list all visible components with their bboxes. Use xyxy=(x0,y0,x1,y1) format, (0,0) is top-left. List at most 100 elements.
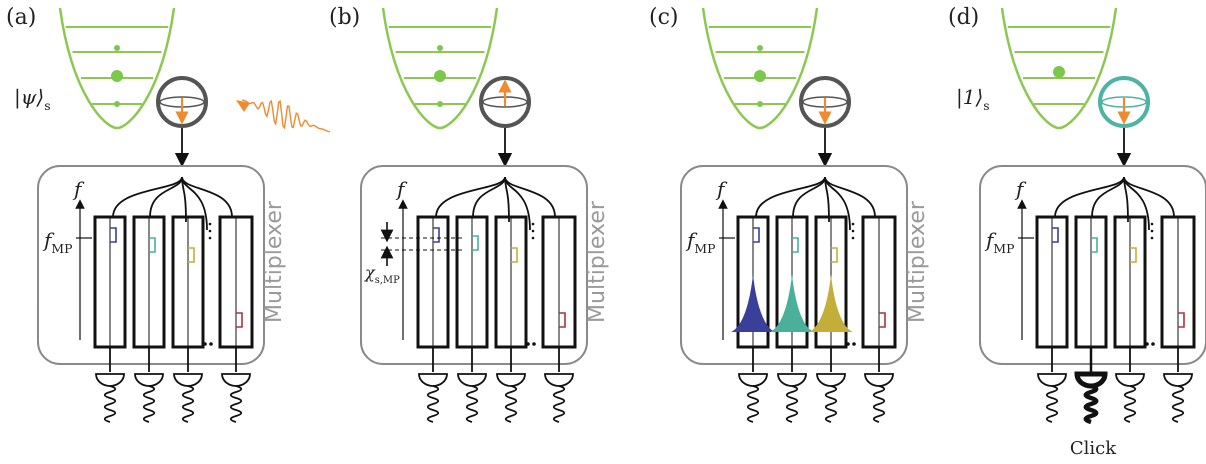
frequency-axis-label: f xyxy=(72,177,85,201)
output-wire xyxy=(1123,385,1137,423)
fanout-lines xyxy=(1054,176,1175,240)
resonance-notch xyxy=(559,312,566,328)
output-wire xyxy=(746,385,760,423)
resonance-notch xyxy=(753,227,760,243)
output-wire xyxy=(872,385,886,423)
chi-label-sub: s,MP xyxy=(375,275,400,286)
ellipsis-dot xyxy=(203,342,207,346)
population-dot xyxy=(114,101,120,107)
population-dot xyxy=(111,70,123,82)
resonator-3 xyxy=(1113,215,1147,349)
resonance-notch xyxy=(792,237,799,253)
output-wire xyxy=(552,385,566,423)
ellipsis-dot xyxy=(526,342,530,346)
fanout-line xyxy=(792,176,826,218)
ellipsis-dot xyxy=(208,229,212,233)
frequency-axis-label: f xyxy=(1014,177,1027,201)
output-wire xyxy=(504,385,518,423)
output-wire xyxy=(1171,385,1185,423)
resonator-4 xyxy=(541,215,577,349)
fanout-lines xyxy=(112,176,233,240)
multiplexer-box xyxy=(37,165,265,365)
detector-icon xyxy=(738,373,768,387)
panel-label: (d) xyxy=(948,5,979,30)
frequency-axis-label: f xyxy=(715,177,728,201)
fanout-line xyxy=(824,176,876,218)
resonator-2 xyxy=(132,215,166,349)
panel-1: (a) |ψ⟩s Multiplexer f fMP xyxy=(6,5,331,423)
detector-icon xyxy=(95,373,125,387)
chi-label: χs,MP xyxy=(364,263,400,286)
fanout-line xyxy=(755,176,826,218)
fanout-line xyxy=(1091,176,1125,218)
oscillator-potential xyxy=(381,7,499,130)
resonator-1 xyxy=(416,215,450,349)
detector-1 xyxy=(738,347,768,423)
microwave-pulse xyxy=(241,99,331,133)
oscillator-potential xyxy=(1000,7,1118,130)
output-wire xyxy=(229,385,243,423)
output-wire xyxy=(824,385,838,423)
detector-3 xyxy=(496,347,526,423)
detector-4 xyxy=(221,347,251,423)
detector-icon xyxy=(496,373,526,387)
resonator-4 xyxy=(218,215,254,349)
output-wire xyxy=(785,385,799,423)
ellipsis-dot xyxy=(851,222,855,226)
ellipsis-dot xyxy=(532,342,536,346)
ellipsis-dot xyxy=(531,229,535,233)
detector-icon xyxy=(1037,373,1067,387)
detector-2 xyxy=(134,347,164,423)
potential-curve xyxy=(58,7,176,130)
panel-label: (a) xyxy=(6,5,36,30)
multiplexer-box xyxy=(360,165,588,365)
resonance-notch xyxy=(1130,247,1137,263)
resonator-1 xyxy=(1035,215,1069,349)
fanout-line xyxy=(435,176,506,218)
resonator-2 xyxy=(1074,215,1108,349)
resonance-notch xyxy=(188,247,195,263)
ellipsis-dot xyxy=(1145,342,1149,346)
multiplexer-label: Multiplexer xyxy=(905,200,930,323)
multiplexer-box xyxy=(680,165,908,365)
ellipsis-dot xyxy=(1150,229,1154,233)
population-dot xyxy=(757,45,763,51)
population-dot xyxy=(757,101,763,107)
detector-4 xyxy=(544,347,574,423)
detector-icon xyxy=(864,373,894,387)
fmp-label: fMP xyxy=(42,228,72,256)
ellipsis-dot xyxy=(852,342,856,346)
pulse-2 xyxy=(770,274,814,332)
detector-1 xyxy=(1037,347,1067,423)
detector-icon xyxy=(777,373,807,387)
ellipsis-dot xyxy=(531,222,535,226)
ellipsis-dot xyxy=(1150,236,1154,240)
panel-label: (b) xyxy=(329,5,360,30)
detector-icon xyxy=(418,373,448,387)
potential-curve xyxy=(1000,7,1118,130)
pulse-1 xyxy=(731,274,775,332)
multiplexer-label: Multiplexer xyxy=(262,200,287,323)
multiplexer-box xyxy=(979,165,1206,365)
ellipsis-dot xyxy=(1151,342,1155,346)
resonator-4 xyxy=(1160,215,1196,349)
detector-4 xyxy=(1163,347,1193,423)
resonance-notch xyxy=(1178,312,1185,328)
dispersive-shift: χs,MP xyxy=(364,222,463,286)
fanout-line xyxy=(1123,176,1175,218)
resonance-notch xyxy=(831,247,838,263)
resonator-3 xyxy=(494,215,528,349)
output-wire xyxy=(103,385,117,423)
fanout-lines xyxy=(435,176,556,240)
panel-2: (b) Multiplexer f χs,MP xyxy=(329,5,610,423)
detector-1 xyxy=(418,347,448,423)
fmp-label: fMP xyxy=(984,228,1014,256)
panel-label: (c) xyxy=(649,5,679,30)
fanout-line xyxy=(181,176,233,218)
population-dot xyxy=(437,45,443,51)
ellipsis-dot xyxy=(208,236,212,240)
state-label-sub: s xyxy=(44,98,50,113)
potential-curve xyxy=(381,7,499,130)
fanout-lines xyxy=(755,176,876,240)
detector-3 xyxy=(173,347,203,423)
